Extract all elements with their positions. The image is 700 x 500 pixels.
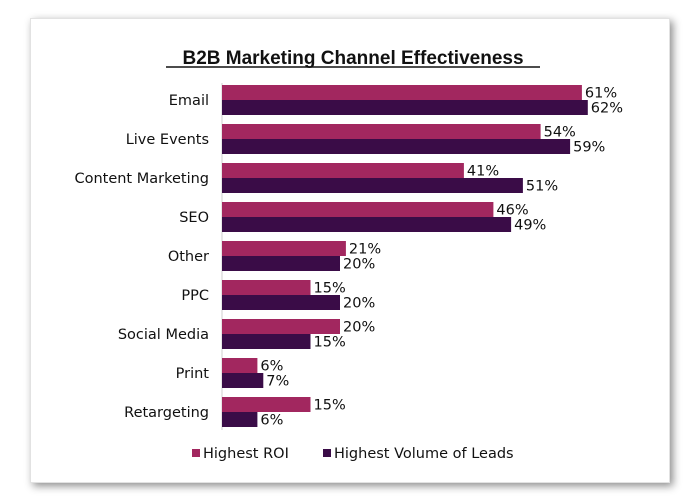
legend-label-highest-volume-of-leads: Highest Volume of Leads: [334, 446, 514, 462]
bar-highest-roi-retargeting: [222, 397, 311, 412]
bar-highest-roi-print: [222, 358, 258, 373]
bar-highest-roi-ppc: [222, 280, 311, 295]
data-label-highest-roi-email: 61%: [585, 86, 617, 102]
data-label-highest-volume-of-leads-live-events: 59%: [573, 140, 605, 156]
data-label-highest-volume-of-leads-ppc: 20%: [343, 296, 375, 312]
category-label-seo: SEO: [179, 210, 209, 226]
category-label-content-marketing: Content Marketing: [74, 171, 209, 187]
data-label-highest-volume-of-leads-other: 20%: [343, 257, 375, 273]
bar-highest-volume-of-leads-print: [222, 373, 264, 388]
legend-swatch-highest-volume-of-leads: [323, 449, 331, 457]
data-label-highest-roi-live-events: 54%: [544, 125, 576, 141]
category-label-other: Other: [168, 249, 209, 265]
bar-highest-volume-of-leads-other: [222, 256, 340, 271]
bar-highest-roi-seo: [222, 202, 494, 217]
data-label-highest-roi-ppc: 15%: [314, 281, 346, 297]
bar-highest-volume-of-leads-content-marketing: [222, 178, 523, 193]
data-label-highest-volume-of-leads-social-media: 15%: [314, 335, 346, 351]
bars-group: Email 61%62% Live Events 54%59% Content Mark…: [74, 85, 623, 429]
bar-highest-roi-content-marketing: [222, 163, 464, 178]
bar-highest-roi-other: [222, 241, 346, 256]
data-label-highest-volume-of-leads-email: 62%: [591, 101, 623, 117]
data-label-highest-roi-print: 6%: [260, 359, 283, 375]
bar-highest-roi-live-events: [222, 124, 541, 139]
bar-highest-volume-of-leads-email: [222, 100, 588, 115]
bar-highest-volume-of-leads-live-events: [222, 139, 571, 154]
bar-highest-roi-email: [222, 85, 582, 100]
legend-swatch-highest-roi: [192, 449, 200, 457]
data-label-highest-roi-seo: 46%: [496, 203, 528, 219]
data-label-highest-roi-retargeting: 15%: [314, 398, 346, 414]
bar-highest-roi-social-media: [222, 319, 340, 334]
legend-label-highest-roi: Highest ROI: [203, 446, 289, 462]
data-label-highest-roi-social-media: 20%: [343, 320, 375, 336]
data-label-highest-volume-of-leads-print: 7%: [266, 374, 289, 390]
bar-highest-volume-of-leads-retargeting: [222, 412, 258, 427]
bar-highest-volume-of-leads-social-media: [222, 334, 311, 349]
bar-highest-volume-of-leads-seo: [222, 217, 512, 232]
data-label-highest-roi-other: 21%: [349, 242, 381, 258]
chart-title: B2B Marketing Channel Effectiveness: [182, 48, 523, 69]
data-label-highest-volume-of-leads-seo: 49%: [514, 218, 546, 234]
bar-highest-volume-of-leads-ppc: [222, 295, 340, 310]
data-label-highest-volume-of-leads-content-marketing: 51%: [526, 179, 558, 195]
category-label-ppc: PPC: [181, 288, 209, 304]
category-label-social-media: Social Media: [118, 327, 209, 343]
category-label-live-events: Live Events: [126, 132, 209, 148]
category-label-email: Email: [169, 93, 209, 109]
legend: Highest ROI Highest Volume of Leads: [192, 446, 514, 462]
category-label-retargeting: Retargeting: [124, 405, 209, 421]
category-label-print: Print: [176, 366, 210, 382]
data-label-highest-roi-content-marketing: 41%: [467, 164, 499, 180]
data-label-highest-volume-of-leads-retargeting: 6%: [260, 413, 283, 429]
